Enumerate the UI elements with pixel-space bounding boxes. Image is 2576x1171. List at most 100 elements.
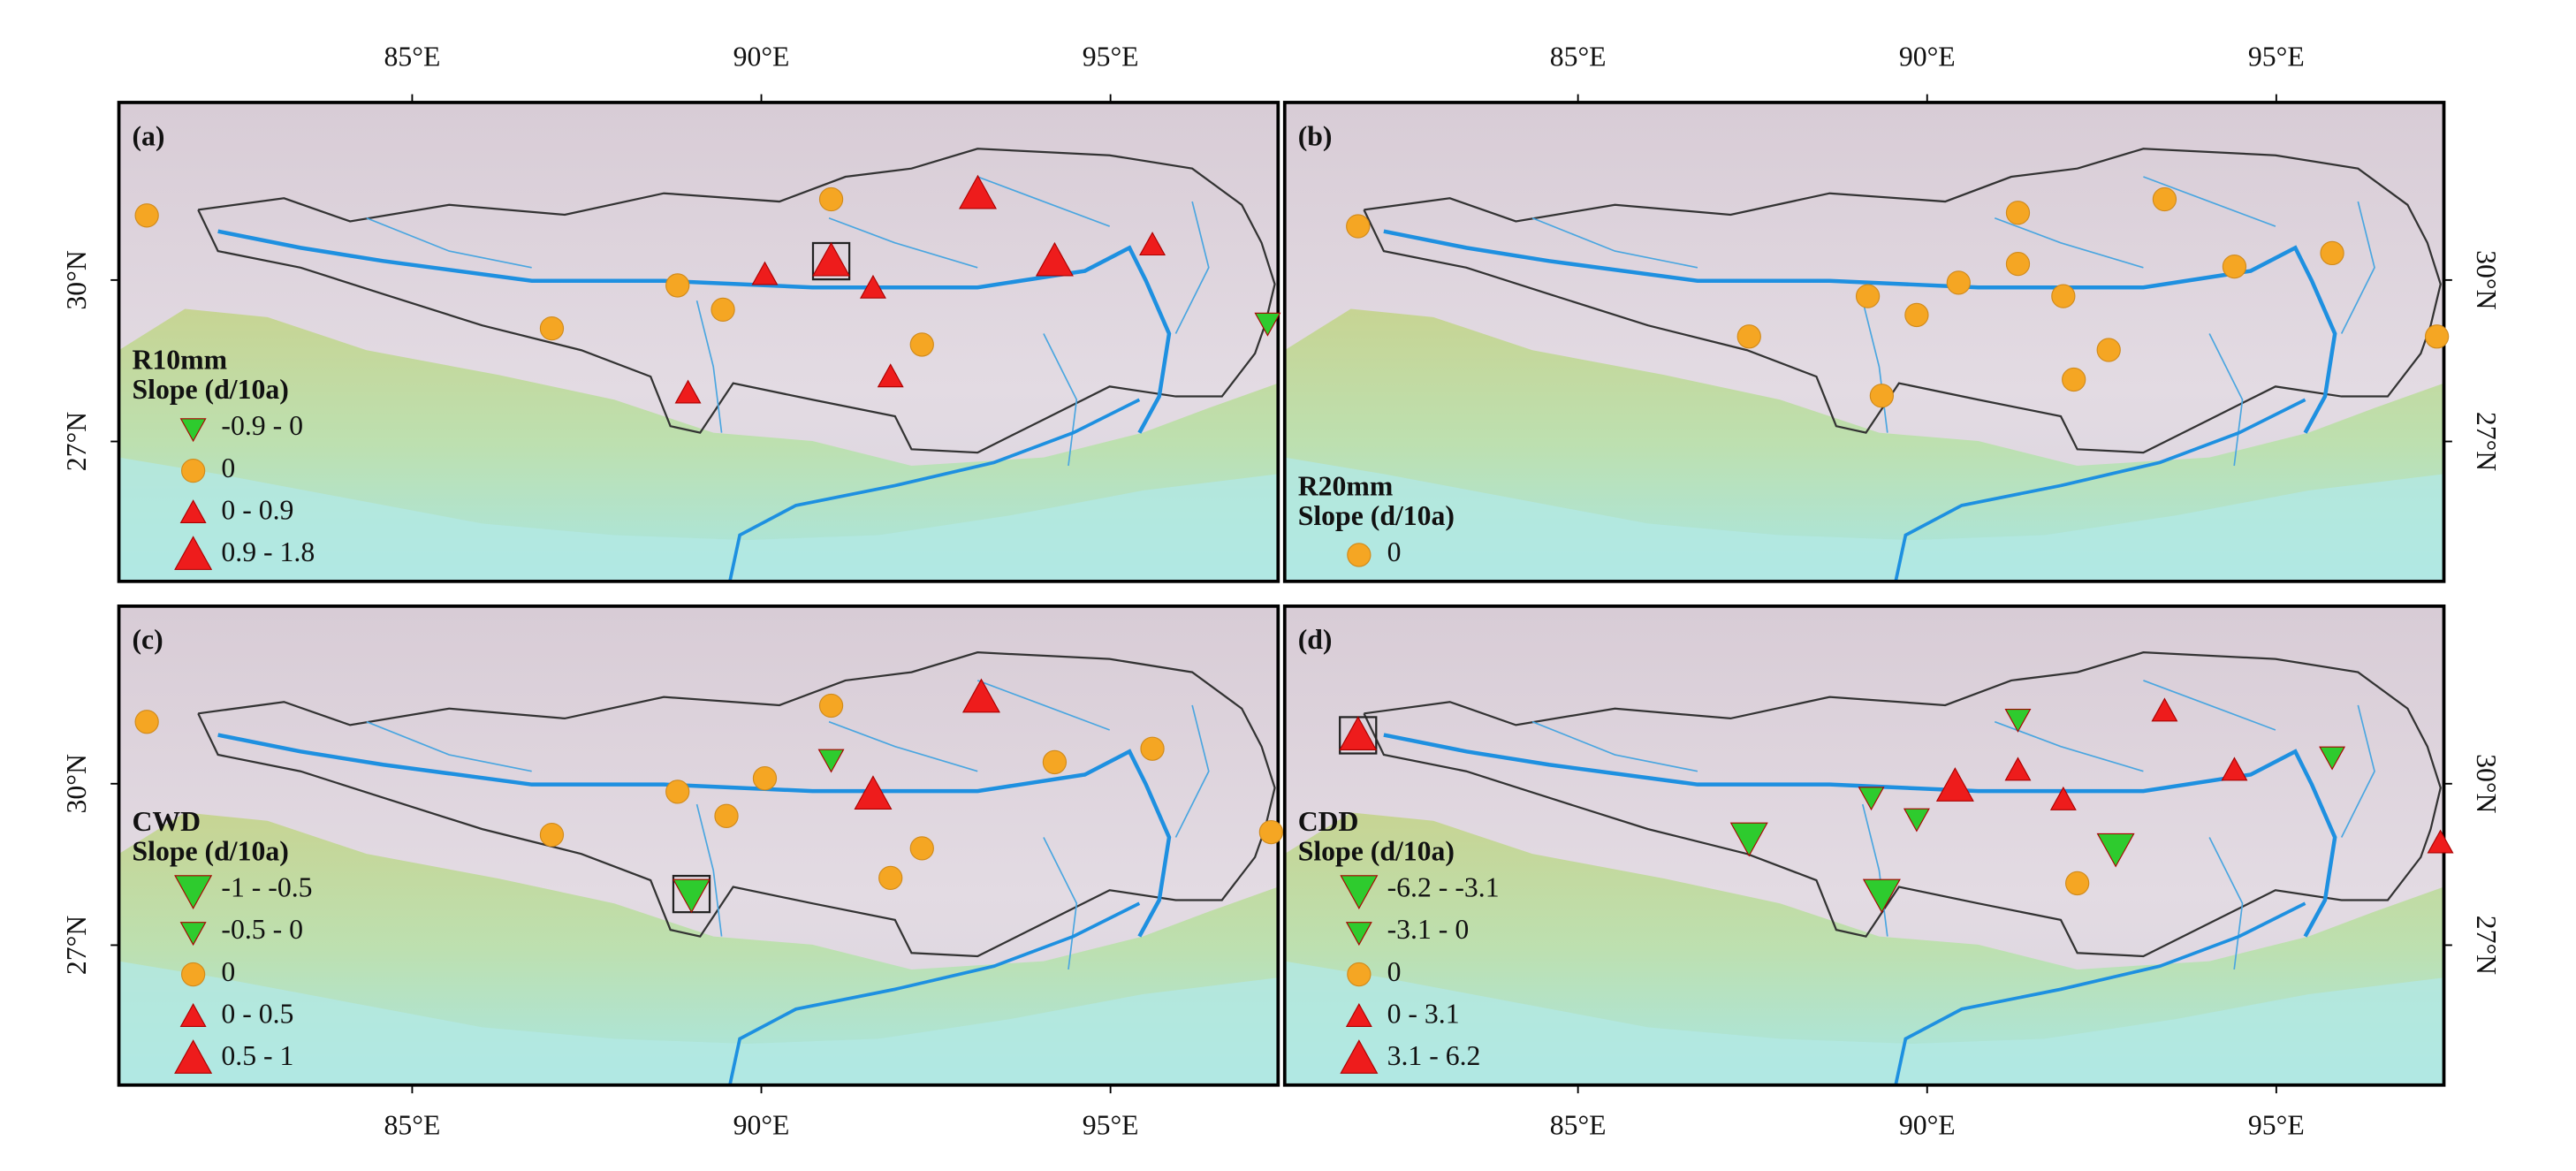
legend-label: 3.1 - 6.2: [1387, 1040, 1481, 1071]
legend-symbol: [174, 875, 213, 909]
legend-label: 0 - 3.1: [1387, 998, 1460, 1029]
station-marker: [958, 174, 998, 209]
y-tick-label: 30°N: [2471, 250, 2502, 309]
x-tick-label: 85°E: [1550, 42, 1607, 72]
station-marker: [818, 186, 844, 212]
station-marker: [2051, 284, 2076, 308]
station-marker: [2096, 338, 2121, 362]
legend-label: 0 - 0.9: [221, 495, 293, 526]
legend-label: 0: [1387, 956, 1402, 987]
tributary: [2208, 837, 2244, 970]
tributary: [2340, 704, 2375, 838]
legend-title: R10mm: [132, 345, 227, 376]
y-tick-label: 30°N: [2471, 754, 2502, 813]
tributary: [1043, 837, 1078, 970]
tributary: [828, 720, 978, 772]
legend-label: -0.9 - 0: [221, 410, 303, 441]
tributary: [1531, 720, 1698, 772]
station-marker: [672, 878, 711, 914]
tributary: [1531, 217, 1698, 269]
station-marker: [674, 379, 702, 404]
map-layers: [1284, 102, 2444, 582]
tributary: [2143, 176, 2276, 227]
x-tick-label: 85°E: [384, 1110, 441, 1141]
station-marker: [812, 241, 851, 277]
station-marker: [2152, 186, 2177, 212]
station-marker: [2049, 786, 2077, 810]
legend-title: Slope (d/10a): [1298, 835, 1455, 866]
lower-river: [1894, 901, 2306, 1085]
station-marker: [818, 693, 844, 719]
y-tick-label: 27°N: [61, 916, 92, 975]
basin-boundary: [197, 148, 1276, 454]
legend-label: 0: [221, 452, 235, 483]
x-tick-label: 85°E: [384, 42, 441, 72]
station-marker: [1858, 787, 1885, 811]
legend-symbol: [179, 922, 207, 947]
station-marker: [2222, 255, 2247, 279]
station-marker: [539, 822, 565, 848]
tributary: [976, 176, 1110, 227]
station-marker: [751, 261, 779, 285]
panel-frame: [117, 101, 1280, 583]
station-marker: [2004, 708, 2032, 733]
x-tick-label: 85°E: [1550, 1110, 1607, 1141]
legend-symbol: [1340, 1039, 1379, 1074]
map-layers: [1284, 605, 2444, 1085]
legend-label: 0: [221, 956, 235, 987]
legend-title: CWD: [132, 806, 201, 837]
station-marker: [1903, 808, 1930, 833]
legend-label: 0.9 - 1.8: [221, 536, 315, 567]
station-marker: [1339, 716, 1378, 750]
y-tick-label: 30°N: [61, 754, 92, 813]
x-tick-label: 90°E: [733, 42, 790, 72]
plain: [1284, 961, 2444, 1085]
tributary: [1861, 803, 1888, 937]
station-marker: [714, 803, 739, 828]
x-tick-label: 90°E: [1899, 42, 1956, 72]
station-marker: [817, 749, 845, 773]
station-marker: [752, 766, 778, 791]
station-marker: [2427, 829, 2454, 854]
panel-label: (c): [132, 624, 163, 655]
basin-boundary: [197, 651, 1276, 958]
station-marker: [1855, 284, 1881, 308]
x-tick-label: 95°E: [1083, 1110, 1139, 1141]
main-river: [1383, 229, 2337, 434]
station-marker: [2065, 871, 2090, 896]
legend-title: Slope (d/10a): [1298, 500, 1455, 531]
legend-title: Slope (d/10a): [132, 374, 288, 405]
legend-label: -0.5 - 0: [221, 914, 303, 945]
tributary: [695, 300, 723, 433]
station-marker: [2005, 201, 2031, 225]
station-marker: [2221, 757, 2248, 781]
station-marker: [909, 332, 934, 357]
tributary: [2340, 201, 2375, 334]
panel-label: (a): [132, 120, 164, 151]
station-marker: [1935, 767, 1974, 802]
legend-symbol: [179, 1003, 207, 1027]
tributary: [828, 217, 978, 269]
station-marker: [2096, 833, 2135, 868]
x-tick-label: 95°E: [1083, 42, 1139, 72]
x-tick-label: 95°E: [2248, 1110, 2305, 1141]
panel-frame: [117, 604, 1280, 1087]
legend-label: 0.5 - 1: [221, 1040, 293, 1071]
lower-river: [1894, 398, 2306, 582]
tributary: [366, 217, 532, 269]
main-river: [217, 733, 1172, 938]
legend-symbol: [1347, 543, 1372, 567]
legend-title: R20mm: [1298, 470, 1394, 501]
basin-boundary: [1363, 148, 2442, 454]
tributary: [2143, 680, 2276, 731]
y-tick-label: 30°N: [61, 250, 92, 309]
tributary: [1994, 217, 2144, 269]
station-marker: [1736, 324, 1761, 349]
tributary: [695, 803, 723, 937]
station-marker: [2004, 757, 2032, 781]
legend-symbol: [180, 458, 206, 483]
